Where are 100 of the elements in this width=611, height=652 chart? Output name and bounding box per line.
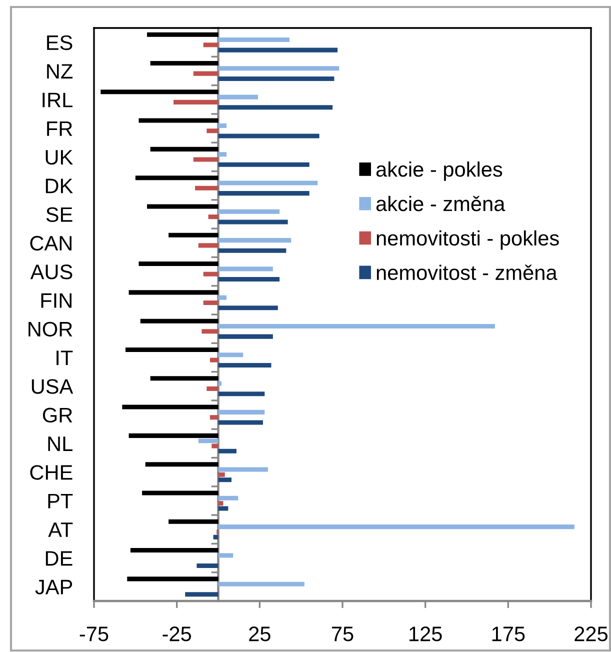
- bar: [218, 180, 318, 186]
- bar: [198, 438, 218, 444]
- bar: [218, 209, 280, 214]
- bar: [128, 433, 218, 438]
- bar: [193, 157, 218, 162]
- bar: [203, 300, 218, 306]
- bar: [150, 376, 218, 381]
- bar: [147, 204, 218, 209]
- bar: [212, 444, 218, 448]
- legend-label: nemovitost - změna: [376, 264, 558, 280]
- bar: [130, 548, 218, 553]
- bar: [140, 318, 218, 324]
- x-tick-label: -25: [162, 626, 192, 642]
- y-tick-label: IT: [56, 350, 73, 366]
- y-tick-label: CHE: [30, 465, 72, 480]
- x-tick-label: 75: [332, 626, 354, 642]
- y-tick-label: NZ: [47, 64, 73, 79]
- bar: [195, 186, 218, 190]
- bar: [218, 506, 228, 511]
- y-tick-label: PT: [48, 494, 73, 508]
- y-tick-label: JAP: [35, 580, 72, 594]
- y-tick-label: SE: [46, 207, 72, 222]
- bar: [218, 48, 338, 52]
- bar: [138, 262, 218, 266]
- bar: [196, 563, 218, 568]
- y-tick-label: DE: [46, 551, 72, 566]
- bar: [185, 592, 218, 597]
- y-tick-label: IRL: [42, 92, 72, 108]
- y-tick-label: AT: [48, 522, 73, 537]
- bar: [218, 501, 224, 506]
- bar: [127, 576, 218, 582]
- bar: [218, 105, 333, 110]
- bar: [218, 478, 232, 482]
- bar: [168, 232, 218, 238]
- bar: [193, 71, 218, 76]
- bar: [210, 358, 218, 362]
- bar: [128, 290, 218, 295]
- bar: [203, 272, 218, 276]
- y-tick-label: DK: [46, 178, 73, 194]
- bar: [218, 467, 268, 472]
- bar: [202, 329, 218, 334]
- legend-label: akcie - pokles: [376, 161, 502, 181]
- y-tick-label: GR: [42, 408, 72, 423]
- bar: [218, 276, 280, 282]
- bar: [218, 472, 225, 477]
- bar: [218, 496, 238, 500]
- bar: [203, 42, 218, 48]
- bar: [218, 392, 265, 396]
- bar: [218, 220, 288, 224]
- bar: [218, 381, 222, 386]
- bar: [100, 90, 218, 94]
- bar: [218, 76, 334, 81]
- bar: [218, 410, 265, 414]
- bar: [218, 191, 310, 196]
- bar: [218, 362, 272, 368]
- x-tick-label: 25: [249, 626, 270, 642]
- bar: [213, 534, 218, 540]
- bar: [218, 295, 227, 300]
- bar: [135, 176, 218, 180]
- bar: [218, 553, 234, 558]
- y-tick-label: AUS: [30, 264, 72, 280]
- bar: [198, 243, 218, 248]
- y-tick-label: ES: [47, 35, 72, 50]
- bar: [218, 238, 292, 243]
- bar: [218, 334, 273, 339]
- y-tick-label: NOR: [28, 322, 72, 337]
- bar: [174, 100, 218, 104]
- legend-label: akcie - změna: [376, 196, 506, 212]
- bar: [218, 94, 258, 100]
- y-tick-label: FR: [47, 121, 72, 136]
- bar: [218, 123, 227, 128]
- x-tick-label: 175: [492, 626, 525, 642]
- bar: [218, 152, 227, 157]
- bar: [122, 404, 218, 410]
- bar: [218, 66, 340, 71]
- bar: [218, 162, 310, 167]
- bar: [168, 519, 218, 524]
- y-tick-label: USA: [32, 379, 74, 394]
- y-tick-label: FIN: [41, 293, 72, 308]
- bar: [210, 415, 218, 420]
- bar: [218, 324, 495, 329]
- bar: [145, 462, 218, 467]
- y-tick-label: UK: [46, 150, 73, 165]
- bar: [218, 582, 304, 586]
- y-tick-label: NL: [48, 436, 72, 451]
- bar: [150, 60, 218, 66]
- x-tick-label: 225: [574, 626, 608, 642]
- bar: [125, 347, 218, 352]
- bar: [218, 448, 236, 454]
- bar: [218, 248, 286, 253]
- x-tick-label: -75: [80, 626, 108, 642]
- bar: [142, 490, 218, 496]
- bar: [150, 146, 218, 152]
- bar: [208, 214, 218, 220]
- bar: [218, 420, 263, 425]
- bar: [147, 32, 218, 37]
- x-tick-label: 125: [410, 626, 442, 642]
- bar: [218, 37, 290, 42]
- bar: [218, 352, 244, 358]
- bar: [138, 118, 218, 123]
